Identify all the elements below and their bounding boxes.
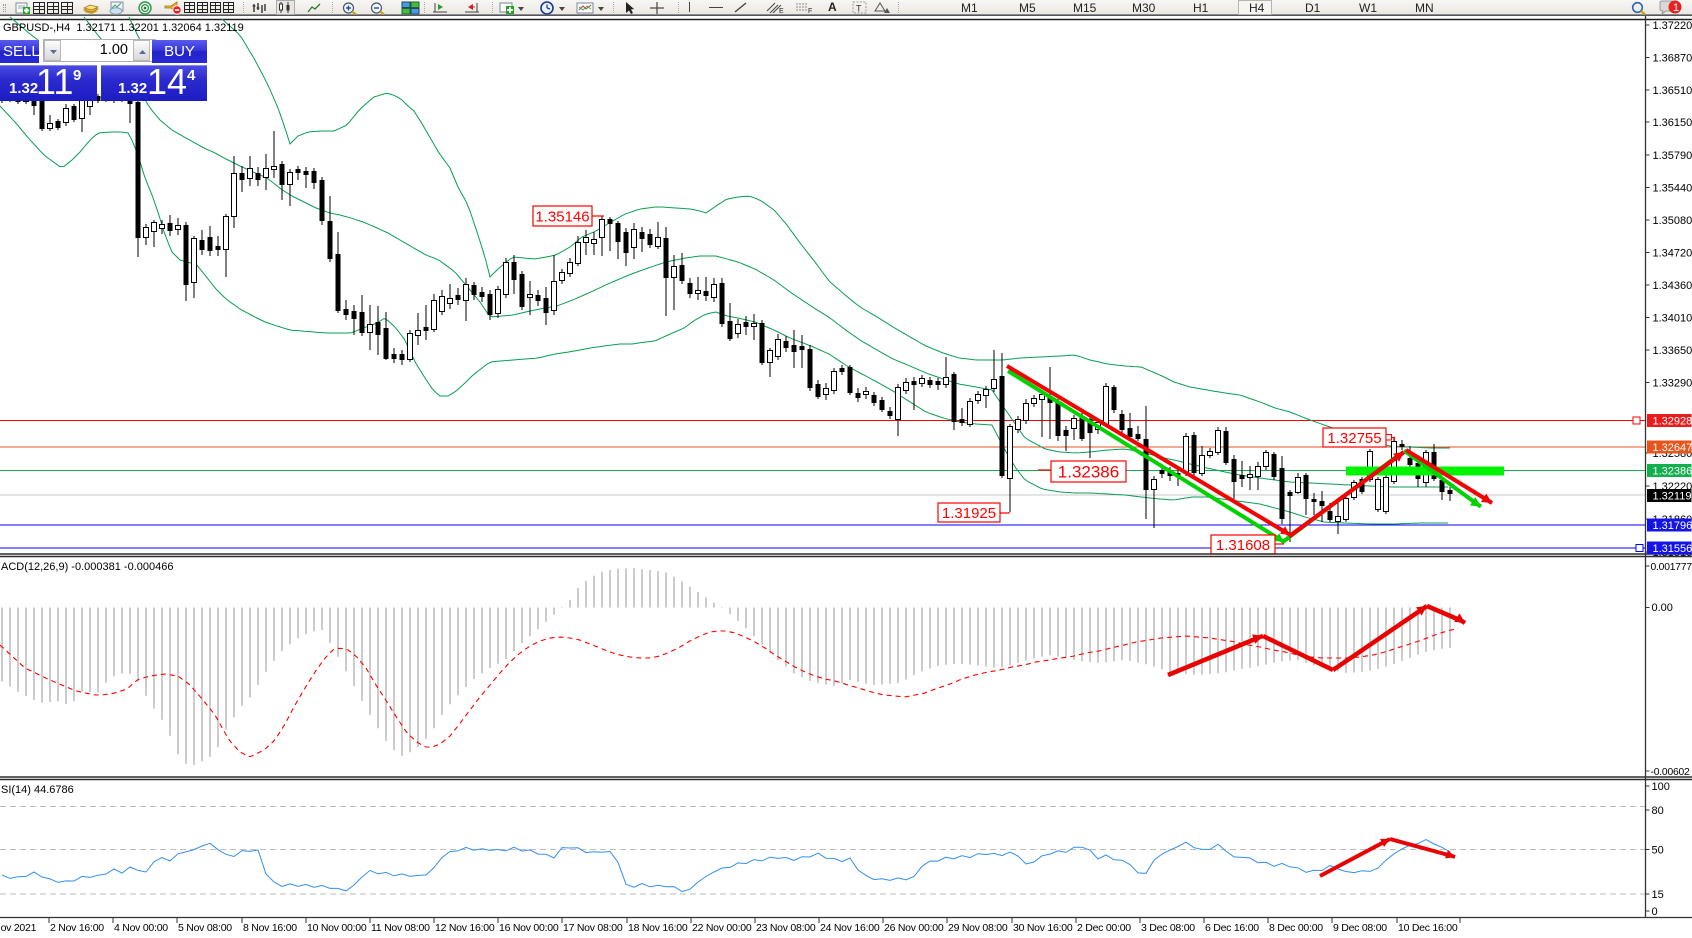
- svg-text:1.36870: 1.36870: [1653, 53, 1692, 65]
- svg-text:1.36150: 1.36150: [1653, 117, 1692, 129]
- svg-text:100: 100: [1652, 781, 1670, 793]
- svg-text:1.31925: 1.31925: [942, 505, 996, 522]
- svg-text:1.35790: 1.35790: [1653, 150, 1692, 162]
- svg-text:80: 80: [1652, 805, 1664, 817]
- svg-text:11 Nov 08:00: 11 Nov 08:00: [371, 922, 430, 934]
- svg-text:22 Nov 00:00: 22 Nov 00:00: [692, 922, 752, 934]
- svg-text:1.32119: 1.32119: [1653, 491, 1692, 503]
- svg-text:1.33290: 1.33290: [1653, 378, 1692, 390]
- svg-text:1.35080: 1.35080: [1653, 215, 1692, 227]
- svg-text:1.36510: 1.36510: [1653, 85, 1692, 97]
- svg-text:1.32755: 1.32755: [1327, 430, 1381, 447]
- svg-text:16 Nov 00:00: 16 Nov 00:00: [499, 922, 559, 934]
- svg-text:8 Nov 16:00: 8 Nov 16:00: [243, 922, 297, 934]
- svg-text:0.001777: 0.001777: [1651, 562, 1692, 573]
- svg-text:1.31556: 1.31556: [1653, 543, 1692, 555]
- svg-text:26 Nov 00:00: 26 Nov 00:00: [884, 922, 944, 934]
- svg-text:1.33650: 1.33650: [1653, 345, 1692, 357]
- svg-text:15: 15: [1652, 889, 1664, 901]
- svg-text:17 Nov 08:00: 17 Nov 08:00: [563, 922, 623, 934]
- svg-text:GBPUSD-,H4 1.32171 1.32201 1.: GBPUSD-,H4 1.32171 1.32201 1.32064 1.321…: [3, 22, 244, 34]
- svg-text:8 Dec 00:00: 8 Dec 00:00: [1269, 922, 1323, 934]
- svg-text:1.31796: 1.31796: [1653, 520, 1692, 532]
- svg-text:23 Nov 08:00: 23 Nov 08:00: [756, 922, 816, 934]
- svg-text:5 Nov 08:00: 5 Nov 08:00: [178, 922, 232, 934]
- svg-text:2 Dec 00:00: 2 Dec 00:00: [1077, 922, 1131, 934]
- svg-text:1: 1: [1673, 2, 1679, 14]
- svg-text:1.34010: 1.34010: [1653, 313, 1692, 325]
- svg-text:6 Dec 16:00: 6 Dec 16:00: [1205, 922, 1259, 934]
- svg-text:18 Nov 16:00: 18 Nov 16:00: [628, 922, 688, 934]
- svg-text:1.32928: 1.32928: [1653, 416, 1692, 428]
- svg-text:1.32386: 1.32386: [1653, 466, 1692, 478]
- svg-text:24 Nov 16:00: 24 Nov 16:00: [820, 922, 880, 934]
- svg-text:9 Dec 08:00: 9 Dec 08:00: [1333, 922, 1387, 934]
- svg-text:-0.00602: -0.00602: [1651, 767, 1691, 778]
- svg-text:1.32386: 1.32386: [1058, 463, 1119, 482]
- svg-text:1 Nov 2021: 1 Nov 2021: [0, 922, 37, 934]
- svg-text:2 Nov 16:00: 2 Nov 16:00: [50, 922, 104, 934]
- svg-text:ACD(12,26,9) -0.000381 -0.0004: ACD(12,26,9) -0.000381 -0.000466: [1, 561, 173, 573]
- svg-text:12 Nov 16:00: 12 Nov 16:00: [435, 922, 495, 934]
- svg-text:1.34720: 1.34720: [1653, 248, 1692, 260]
- svg-text:29 Nov 08:00: 29 Nov 08:00: [948, 922, 1008, 934]
- svg-text:10 Nov 00:00: 10 Nov 00:00: [307, 922, 367, 934]
- svg-text:1.32647: 1.32647: [1653, 442, 1692, 454]
- svg-text:F: F: [808, 8, 812, 14]
- svg-text:0: 0: [1652, 906, 1658, 918]
- svg-text:1.37220: 1.37220: [1653, 20, 1692, 32]
- svg-text:10 Dec 16:00: 10 Dec 16:00: [1398, 922, 1458, 934]
- svg-text:30 Nov 16:00: 30 Nov 16:00: [1013, 922, 1073, 934]
- svg-text:T: T: [856, 4, 862, 14]
- svg-text:50: 50: [1652, 845, 1664, 857]
- svg-text:1.34360: 1.34360: [1653, 280, 1692, 292]
- svg-text:E: E: [779, 8, 784, 14]
- svg-text:1.31608: 1.31608: [1216, 537, 1270, 554]
- svg-text:1.35440: 1.35440: [1653, 183, 1692, 195]
- svg-text:3 Dec 08:00: 3 Dec 08:00: [1141, 922, 1195, 934]
- svg-text:4 Nov 00:00: 4 Nov 00:00: [114, 922, 168, 934]
- svg-text:1.35146: 1.35146: [535, 208, 589, 225]
- svg-text:SI(14) 44.6786: SI(14) 44.6786: [1, 784, 74, 796]
- svg-text:0.00: 0.00: [1652, 602, 1673, 614]
